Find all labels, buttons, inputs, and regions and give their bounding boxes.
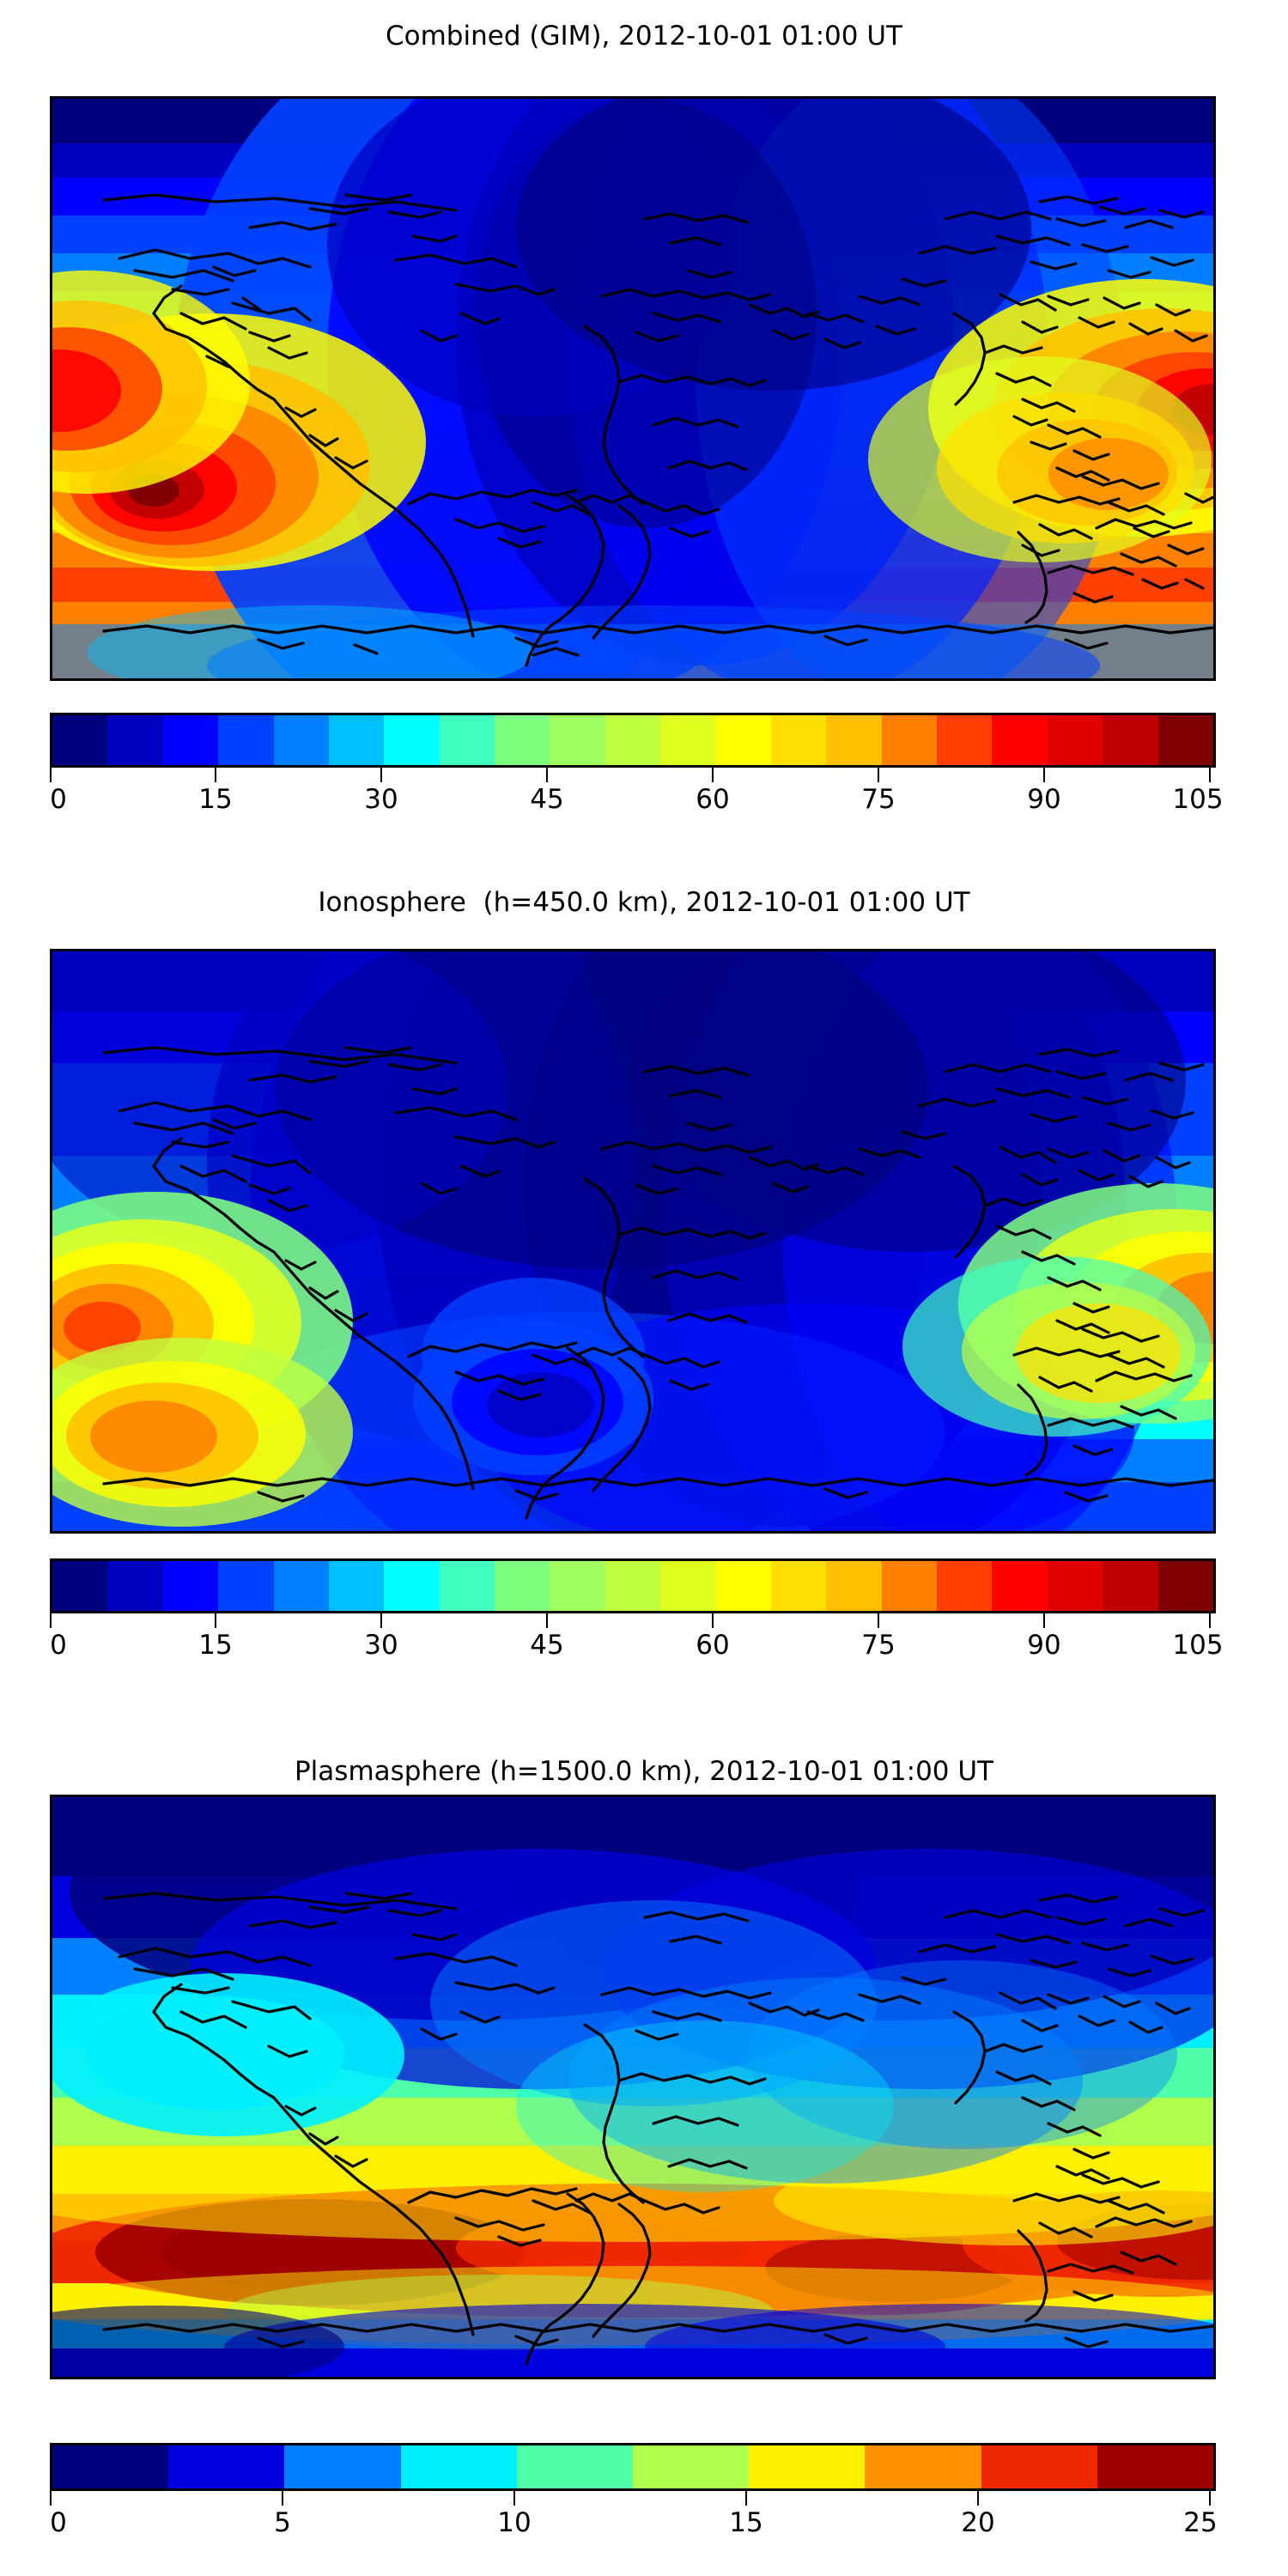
panel-combined-gim: Combined (GIM), 2012-10-01 01:00 UT xyxy=(0,0,1288,859)
colorbar-bar-plasmasphere xyxy=(50,2443,1216,2491)
colorbar-bar-ionosphere xyxy=(50,1558,1216,1613)
cb-label: 25 xyxy=(1183,2507,1218,2538)
map-svg-ionosphere xyxy=(52,951,1213,1531)
cb-tick xyxy=(1209,2491,1211,2506)
cb-tick xyxy=(977,2491,979,2506)
colorbar-combined: 0 15 30 45 60 75 90 105 xyxy=(50,713,1224,824)
cb-tick xyxy=(513,2491,515,2506)
map-svg-plasmasphere xyxy=(52,1797,1213,2377)
cb-tick xyxy=(712,1613,714,1628)
cb-tick xyxy=(215,1613,216,1628)
map-plasmasphere xyxy=(50,1795,1216,2379)
cb-label: 0 xyxy=(50,2507,67,2538)
map-ionosphere xyxy=(50,949,1216,1534)
cb-tick xyxy=(380,768,382,782)
cb-label: 15 xyxy=(198,1630,233,1661)
cb-label: 90 xyxy=(1027,1630,1061,1661)
colorbar-ionosphere: 0 15 30 45 60 75 90 105 xyxy=(50,1558,1224,1670)
cb-label: 105 xyxy=(1172,784,1224,815)
cb-label: 75 xyxy=(861,784,896,815)
cb-tick xyxy=(50,2491,52,2506)
panel-title-plasmasphere: Plasmasphere (h=1500.0 km), 2012-10-01 0… xyxy=(294,1756,993,1787)
cb-label: 90 xyxy=(1027,784,1061,815)
cb-tick xyxy=(546,768,548,782)
cb-label: 0 xyxy=(50,784,67,815)
colorbar-bar-combined xyxy=(50,713,1216,768)
cb-label: 60 xyxy=(696,784,730,815)
cb-tick xyxy=(1043,1613,1045,1628)
cb-tick xyxy=(878,1613,879,1628)
cb-label: 30 xyxy=(364,784,398,815)
cb-tick xyxy=(380,1613,382,1628)
cb-label: 45 xyxy=(530,1630,564,1661)
cb-tick xyxy=(878,768,879,782)
panel-title-ionosphere: Ionosphere (h=450.0 km), 2012-10-01 01:0… xyxy=(318,887,970,918)
panel-title-combined: Combined (GIM), 2012-10-01 01:00 UT xyxy=(386,21,902,52)
colorbar-plasmasphere: 0 5 10 15 20 25 xyxy=(50,2443,1218,2555)
cb-tick xyxy=(546,1613,548,1628)
colorbar-axis-ionosphere: 0 15 30 45 60 75 90 105 xyxy=(50,1613,1224,1670)
colorbar-axis-plasmasphere: 0 5 10 15 20 25 xyxy=(50,2491,1218,2551)
map-combined-gim xyxy=(50,96,1216,681)
colorbar-axis-combined: 0 15 30 45 60 75 90 105 xyxy=(50,768,1224,824)
cb-tick xyxy=(1209,1613,1211,1628)
cb-tick xyxy=(50,768,52,782)
cb-tick xyxy=(215,768,216,782)
cb-tick xyxy=(50,1613,52,1628)
map-svg-combined xyxy=(52,99,1213,678)
cb-label: 15 xyxy=(198,784,233,815)
cb-label: 45 xyxy=(530,784,564,815)
cb-label: 10 xyxy=(497,2507,532,2538)
cb-label: 15 xyxy=(729,2507,763,2538)
panel-plasmasphere: Plasmasphere (h=1500.0 km), 2012-10-01 0… xyxy=(0,1717,1288,2576)
cb-tick xyxy=(1043,768,1045,782)
cb-tick xyxy=(745,2491,747,2506)
cb-label: 0 xyxy=(50,1630,67,1661)
cb-label: 60 xyxy=(696,1630,730,1661)
cb-label: 5 xyxy=(274,2507,291,2538)
cb-label: 30 xyxy=(364,1630,398,1661)
cb-label: 20 xyxy=(961,2507,995,2538)
panel-ionosphere: Ionosphere (h=450.0 km), 2012-10-01 01:0… xyxy=(0,859,1288,1717)
cb-tick xyxy=(1209,768,1211,782)
cb-tick xyxy=(712,768,714,782)
cb-tick xyxy=(282,2491,283,2506)
cb-label: 75 xyxy=(861,1630,896,1661)
cb-label: 105 xyxy=(1172,1630,1224,1661)
